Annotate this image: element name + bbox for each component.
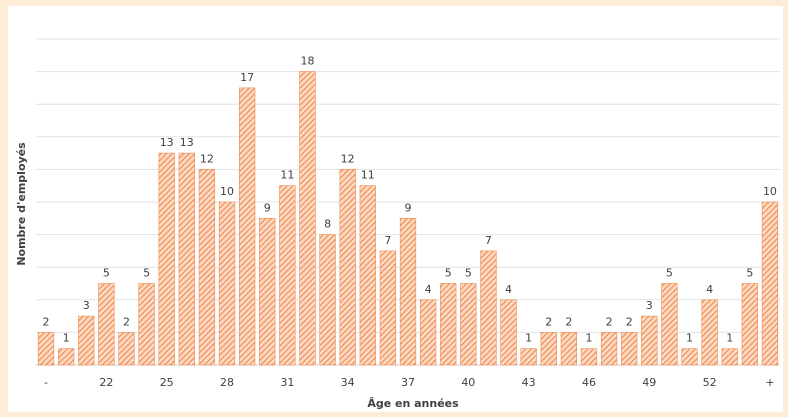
bar [198,169,216,366]
bars [37,71,779,366]
bar [460,283,477,366]
data-label: 2 [43,315,50,328]
data-label: 1 [525,332,532,345]
x-axis-title: Âge en années [367,397,459,410]
bar [78,315,95,366]
x-tick-label: 34 [341,376,355,389]
x-tick-label: 46 [582,376,596,389]
bar [580,348,598,366]
data-label: 7 [485,234,492,247]
data-label: 10 [220,185,234,198]
data-label: 2 [565,315,572,328]
data-label: 5 [445,267,452,280]
data-label: 2 [123,315,130,328]
data-label: 2 [606,315,613,328]
bar [319,234,336,366]
y-axis-title: Nombre d'employés [15,142,28,266]
data-label: 12 [341,152,355,165]
x-tick-label: 40 [461,376,475,389]
data-label: 5 [103,267,110,280]
data-label: 2 [545,315,552,328]
x-tick-label: 31 [280,376,294,389]
bar [560,332,578,366]
data-label: 13 [180,136,194,149]
data-label: 1 [63,332,70,345]
data-label: 18 [300,55,314,68]
data-label: 13 [160,136,174,149]
bar [178,152,195,366]
data-label: 5 [666,267,673,280]
bar [741,283,758,366]
bar [359,185,376,366]
bar [279,185,296,366]
bar [681,348,698,366]
x-tick-label: 37 [401,376,415,389]
bar [37,332,55,366]
x-tick-label: 22 [99,376,113,389]
data-label: 1 [585,332,592,345]
data-label: 1 [726,332,733,345]
x-tick-label: - [44,376,48,389]
data-label: 9 [405,201,412,214]
bar [58,348,75,366]
bar [399,218,417,366]
data-label: 5 [465,267,472,280]
data-label: 9 [264,201,271,214]
x-tick-label: 28 [220,376,234,389]
bar [419,299,437,366]
bar [440,283,457,366]
x-tick-label: 43 [522,376,536,389]
x-tick-label: 25 [160,376,174,389]
bar [118,332,135,366]
bar [641,315,658,366]
bar [721,348,738,366]
x-tick-labels: - 22 25 28 31 34 37 40 43 46 49 52 + [44,376,774,389]
data-label: 12 [200,152,214,165]
bar [661,283,678,366]
bar [600,332,618,366]
bar [480,250,497,366]
bar [218,201,236,366]
data-label: 4 [706,283,713,296]
data-label: 8 [324,218,331,231]
data-label: 17 [240,71,254,84]
bar [621,332,638,366]
data-label: 5 [143,267,150,280]
data-label: 4 [505,283,512,296]
bar [761,201,779,366]
data-label: 11 [280,169,294,182]
data-label: 5 [746,267,753,280]
bar [238,87,256,366]
data-label: 2 [626,315,633,328]
bar [339,169,356,366]
chart-panel: 2 1 3 5 2 5 13 13 12 10 17 9 11 18 8 12 11 7 9 4 5 5 7 4 1 2 2 1 2 2 3… [8,6,783,412]
bar [158,152,175,366]
data-label: 10 [763,185,777,198]
bar [520,348,537,366]
data-label: 1 [686,332,693,345]
bar [138,283,155,366]
x-tick-label: + [765,376,774,389]
x-tick-label: 49 [642,376,656,389]
bar [540,332,557,366]
bar [299,71,316,366]
data-label: 4 [425,283,432,296]
data-label: 3 [646,299,653,312]
data-label: 11 [361,169,375,182]
x-tick-label: 52 [703,376,717,389]
data-label: 3 [83,299,90,312]
bar [500,299,517,366]
bar [379,250,397,366]
bar [98,283,115,366]
bar [701,299,718,366]
bar [259,218,276,366]
data-label: 7 [384,234,391,247]
